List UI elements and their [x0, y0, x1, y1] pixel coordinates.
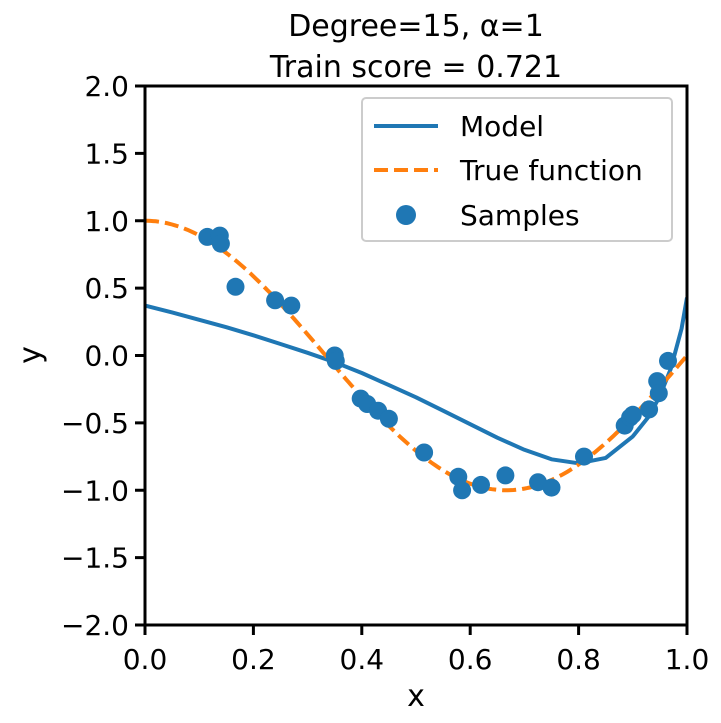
sample-point [453, 481, 472, 500]
legend: Model True function Samples [361, 97, 673, 242]
sample-point [379, 409, 398, 428]
sample-point [415, 443, 434, 462]
legend-samples-label: Samples [460, 199, 580, 232]
x-axis-label: x [407, 679, 425, 714]
sample-point [496, 466, 515, 485]
y-tick-label: −0.5 [61, 407, 129, 440]
sample-point [266, 291, 285, 310]
sample-point [542, 478, 561, 497]
y-tick-label: 1.5 [84, 137, 129, 170]
sample-point [449, 467, 468, 486]
sample-point [282, 296, 301, 315]
sample-point [211, 234, 230, 253]
sample-point [326, 351, 345, 370]
legend-samples-marker [396, 205, 416, 225]
y-tick-label: −1.0 [61, 474, 129, 507]
sample-point [226, 277, 245, 296]
sample-point [649, 384, 668, 403]
y-tick-label: 2.0 [84, 70, 129, 103]
chart-title-line-1: Degree=15, α=1 [288, 9, 544, 44]
x-tick-label: 0.0 [123, 643, 168, 676]
y-tick-label: −1.5 [61, 542, 129, 575]
x-tick-label: 0.6 [448, 643, 493, 676]
sample-point [575, 447, 593, 466]
y-tick-label: 0.0 [84, 340, 129, 373]
plot-area: 0.0 0.2 0.4 0.6 0.8 1.0 −2.0 −1.5 −1.0 −0.5 0.0 0.… [61, 70, 709, 676]
legend-model-label: Model [460, 110, 544, 143]
y-tick-label: 1.0 [84, 205, 129, 238]
x-tick-label: 0.8 [556, 643, 601, 676]
sample-point [529, 473, 547, 492]
sample-point [623, 405, 642, 424]
y-tick-label: 0.5 [84, 272, 129, 305]
legend-true-function-label: True function [459, 154, 643, 187]
sample-point [659, 351, 677, 370]
x-tick-label: 0.2 [231, 643, 276, 676]
x-tick-label: 0.4 [340, 643, 385, 676]
chart-title-line-2: Train score = 0.721 [269, 50, 562, 85]
y-tick-label: −2.0 [61, 609, 129, 642]
sample-point [472, 475, 490, 494]
legend-box [361, 97, 673, 242]
y-axis-label: y [13, 346, 48, 364]
model-line [145, 297, 687, 466]
sample-point [640, 400, 659, 419]
x-tick-label: 1.0 [665, 643, 710, 676]
